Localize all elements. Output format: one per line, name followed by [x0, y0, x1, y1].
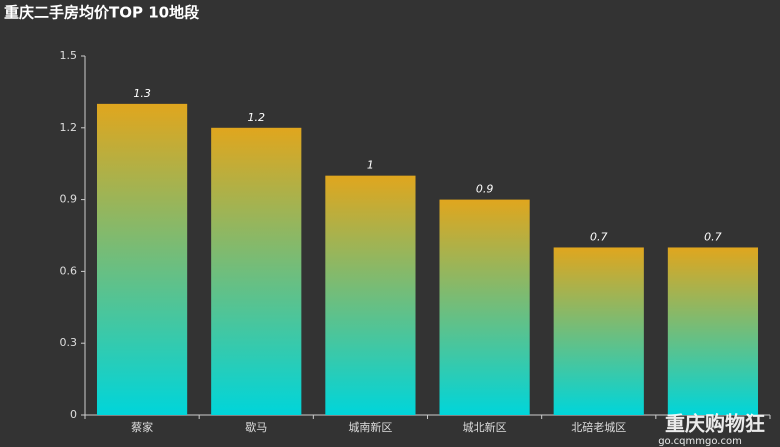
bar	[439, 199, 530, 415]
x-tick-label: 城南新区	[348, 420, 392, 434]
data-label: 1	[367, 159, 374, 172]
y-tick-label: 1.5	[60, 49, 78, 62]
y-tick-label: 0.9	[60, 193, 78, 206]
x-tick-label: 北碚老城区	[571, 420, 626, 434]
x-tick-label: 蔡家	[131, 420, 153, 434]
data-label: 0.9	[476, 183, 494, 196]
y-tick-label: 0.6	[60, 264, 78, 277]
x-tick-label: 城北新区	[463, 420, 507, 434]
bar	[667, 247, 759, 415]
bar	[211, 127, 302, 416]
data-label: 1.3	[133, 87, 151, 100]
x-tick-label: 歇马	[245, 421, 267, 434]
watermark-name: 重庆购物狂	[665, 412, 765, 436]
bar	[325, 175, 416, 415]
bar	[553, 247, 644, 415]
data-label: 0.7	[590, 230, 608, 243]
y-tick-label: 0	[70, 408, 77, 421]
y-tick-label: 1.2	[60, 121, 78, 134]
data-label: 0.7	[704, 230, 722, 243]
chart-title: 重庆二手房均价TOP 10地段	[4, 4, 199, 22]
y-tick-label: 0.3	[60, 336, 78, 349]
data-label: 1.2	[248, 111, 266, 124]
bar	[96, 103, 188, 415]
watermark-url: go.cqmmgo.com	[658, 436, 742, 447]
